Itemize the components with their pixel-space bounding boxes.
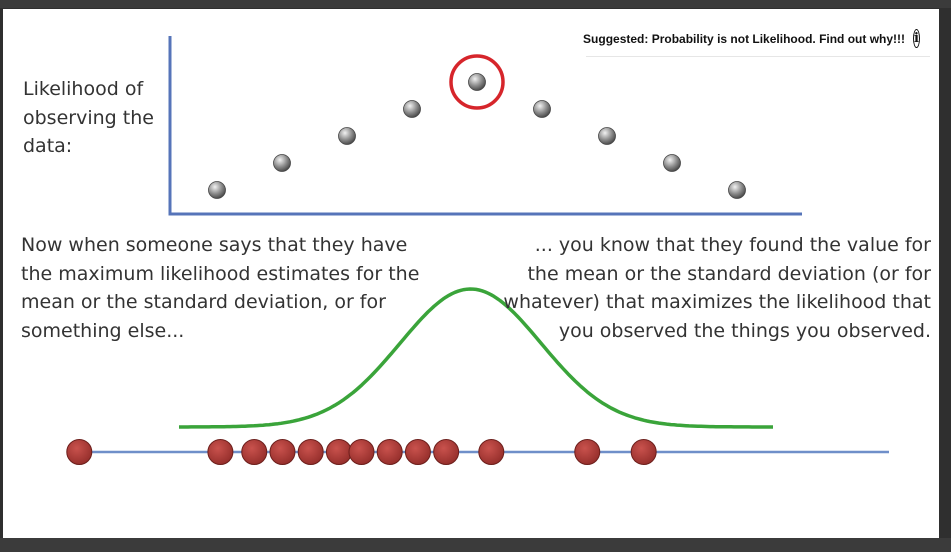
likelihood-point	[273, 154, 291, 172]
observation-point	[348, 439, 375, 465]
suggestion-card[interactable]: Suggested: Probability is not Likelihood…	[583, 21, 930, 57]
observation-point	[478, 439, 505, 465]
observation-point	[376, 439, 403, 465]
likelihood-point	[468, 73, 486, 91]
likelihood-point	[338, 127, 356, 145]
observations-number-line	[66, 439, 889, 465]
left-explanation-text: Now when someone says that they have the…	[21, 234, 420, 342]
normal-curve	[179, 287, 773, 429]
observation-point	[269, 439, 296, 465]
observation-point	[630, 439, 657, 465]
likelihood-point	[663, 154, 681, 172]
observation-point	[66, 439, 93, 465]
max-likelihood-highlight-ring	[449, 54, 505, 110]
likelihood-point	[403, 100, 421, 118]
observation-point	[433, 439, 460, 465]
normal-curve-group	[179, 287, 773, 429]
likelihood-points	[208, 54, 746, 199]
observation-point	[404, 439, 431, 465]
info-icon[interactable]: i	[913, 29, 920, 48]
suggestion-text[interactable]: Suggested: Probability is not Likelihood…	[583, 31, 906, 46]
observation-point	[325, 439, 352, 465]
observation-point	[241, 439, 268, 465]
observation-point	[207, 439, 234, 465]
observation-point	[574, 439, 601, 465]
likelihood-point	[208, 181, 226, 199]
likelihood-point	[598, 127, 616, 145]
slide: Likelihood of observing the data: Now wh…	[3, 9, 939, 538]
observation-point	[297, 439, 324, 465]
likelihood-figure	[66, 36, 889, 465]
likelihood-point	[533, 100, 551, 118]
chart-axes	[168, 36, 802, 216]
right-explanation-text: ... you know that they found the value f…	[503, 234, 931, 342]
y-axis-label: Likelihood of observing the data:	[23, 78, 154, 157]
likelihood-point	[728, 181, 746, 199]
